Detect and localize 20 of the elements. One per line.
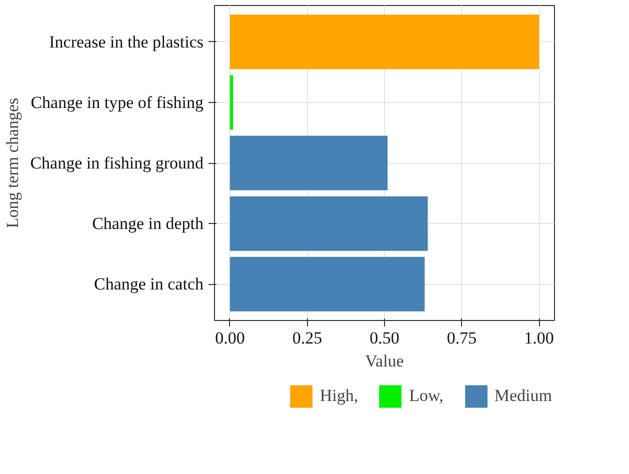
x-tick-label: 1.00	[524, 328, 554, 348]
x-tick-label: 0.50	[370, 328, 400, 348]
y-tick-label: Change in catch	[94, 274, 204, 294]
bar	[230, 196, 428, 251]
y-tick-label: Change in type of fishing	[30, 92, 204, 112]
x-tick-label: 0.75	[446, 328, 477, 348]
x-tick-label: 0.25	[292, 328, 322, 348]
y-tick-label: Change in fishing ground	[30, 154, 204, 172]
bar	[230, 75, 234, 130]
y-tick-label: Increase in the plastics	[49, 32, 204, 52]
bar	[230, 256, 425, 312]
y-tick-label: Change in depth	[92, 214, 204, 234]
x-axis-title: Value	[365, 352, 404, 370]
bar	[230, 136, 388, 190]
legend-label: High,	[320, 386, 358, 406]
legend-label: Low,	[409, 386, 444, 406]
legend-label: Medium	[494, 386, 552, 406]
y-axis-title: Long term changes	[3, 98, 22, 228]
x-tick-label: 0.00	[215, 328, 245, 348]
bar	[230, 14, 540, 70]
